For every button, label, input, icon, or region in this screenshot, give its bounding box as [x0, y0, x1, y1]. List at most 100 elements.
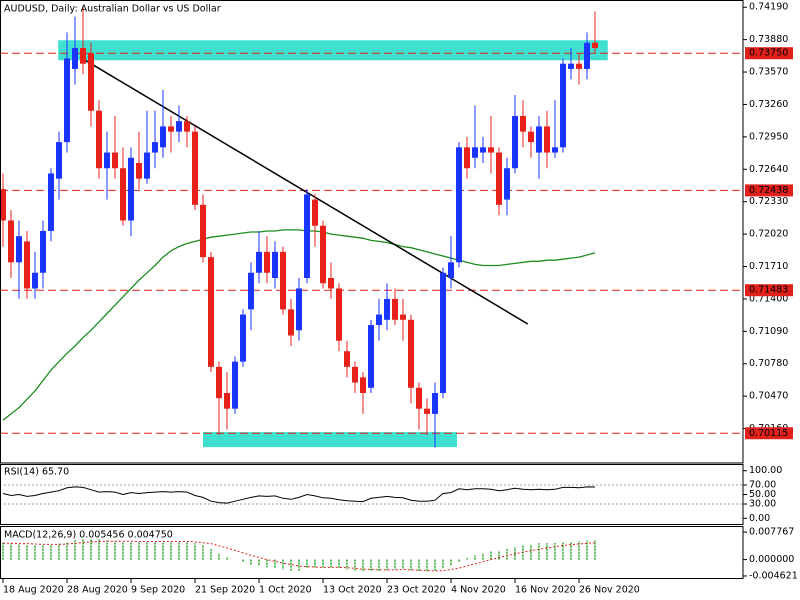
candle-body	[360, 377, 366, 393]
y-tick-label: 0.000000	[749, 554, 794, 565]
x-tick-label: 4 Nov 2020	[451, 585, 506, 596]
level-label: 0.71483	[749, 285, 788, 296]
candle-body	[8, 220, 14, 263]
level-label-box	[745, 284, 793, 297]
y-tick-label: 0.71090	[749, 326, 788, 337]
candle-body	[280, 251, 286, 310]
candle-body	[232, 361, 238, 409]
candle-body	[368, 325, 374, 388]
candle-body	[288, 309, 294, 336]
level-label-box	[745, 184, 793, 197]
candle-body	[24, 241, 30, 289]
y-tick-label: 0.00	[749, 513, 770, 524]
candle-body	[472, 147, 478, 158]
candle-body	[176, 121, 182, 132]
plot-layer	[0, 6, 747, 577]
candle-body	[240, 314, 246, 362]
level-label: 0.72438	[749, 185, 788, 196]
trendline	[81, 57, 529, 325]
level-label: 0.70115	[749, 428, 788, 439]
y-tick-label: 0.72950	[749, 131, 788, 142]
candle-body	[568, 63, 574, 69]
candle-body	[128, 157, 134, 221]
candle-body	[552, 147, 558, 153]
y-tick-label: 0.73260	[749, 99, 788, 110]
candle-body	[184, 121, 190, 132]
candle-body	[112, 152, 118, 169]
candle-body	[88, 53, 94, 111]
rsi-line	[2, 486, 596, 504]
panel-label: RSI(14) 65.70	[4, 467, 69, 478]
x-tick-label: 21 Sep 2020	[195, 585, 255, 596]
candle-body	[152, 142, 158, 153]
y-tick-label: 0.72020	[749, 229, 788, 240]
candle-body	[64, 58, 70, 143]
candle-body	[456, 147, 462, 263]
candle-body	[216, 366, 222, 399]
candle-body	[448, 262, 454, 278]
x-tick-label: 18 Aug 2020	[3, 585, 64, 596]
candle-body	[520, 115, 526, 132]
candle-body	[96, 110, 102, 169]
candle-body	[256, 251, 262, 273]
candle-body	[120, 168, 126, 221]
candle-body	[72, 48, 78, 69]
candle-body	[32, 272, 38, 289]
candle-body	[304, 194, 310, 278]
candle-body	[40, 230, 46, 273]
candle-body	[200, 204, 206, 258]
candle-body	[104, 152, 110, 169]
candle-body	[480, 147, 486, 153]
y-tick-label: 0.72330	[749, 196, 788, 207]
candle-body	[384, 298, 390, 320]
x-tick-label: 1 Oct 2020	[259, 585, 312, 596]
candle-body	[312, 199, 318, 226]
candle-body	[400, 314, 406, 320]
y-tick-label: 100.00	[749, 465, 782, 476]
candle-body	[488, 147, 494, 153]
x-tick-label: 9 Sep 2020	[131, 585, 185, 596]
x-tick-label: 13 Oct 2020	[323, 585, 382, 596]
candle-body	[328, 278, 334, 289]
y-tick-label: 0.73570	[749, 67, 788, 78]
x-tick-label: 16 Nov 2020	[515, 585, 576, 596]
candle-body	[264, 251, 270, 273]
candle-body	[392, 298, 398, 320]
zone	[203, 432, 457, 448]
moving-average	[2, 229, 596, 421]
candle-body	[16, 236, 22, 263]
candle-body	[160, 126, 166, 148]
panel-label: MACD(12,26,9) 0.005456 0.004750	[4, 530, 173, 541]
level-label-box	[745, 47, 793, 60]
level-label: 0.73750	[749, 48, 788, 59]
y-tick-label: 0.72640	[749, 164, 788, 175]
candle-body	[432, 393, 438, 414]
y-tick-label: -0.004621	[749, 570, 798, 581]
macd-panel-frame	[0, 526, 744, 579]
candle-body	[208, 257, 214, 367]
y-tick-label: 70.00	[749, 479, 776, 490]
candle-body	[512, 115, 518, 169]
level-label-box	[745, 427, 793, 440]
x-tick-label: 28 Aug 2020	[67, 585, 128, 596]
candle-body	[376, 314, 382, 326]
zone	[58, 40, 608, 61]
candle-body	[584, 42, 590, 69]
candle-body	[536, 126, 542, 153]
candle-body	[544, 126, 550, 153]
candle-body	[504, 168, 510, 200]
candle-body	[80, 48, 86, 64]
candle-body	[272, 251, 278, 278]
y-tick-label: 30.00	[749, 499, 776, 510]
candle-body	[496, 152, 502, 205]
candle-body	[56, 142, 62, 179]
candle-body	[48, 173, 54, 231]
candle-body	[424, 408, 430, 414]
candle-body	[136, 163, 142, 179]
candle-body	[592, 42, 598, 48]
candle-body	[296, 288, 302, 331]
y-tick-label: 0.71710	[749, 261, 788, 272]
y-tick-label: 0.70780	[749, 358, 788, 369]
